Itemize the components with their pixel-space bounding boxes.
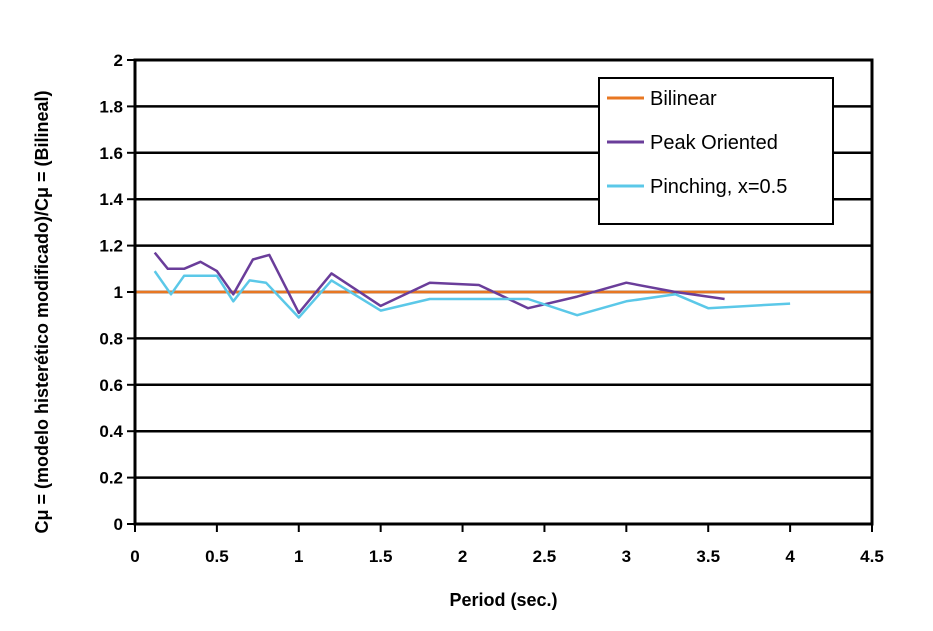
x-tick-label: 2.5 [533,547,557,566]
y-tick-label: 0.4 [99,422,123,441]
y-tick-label: 0.8 [99,329,123,348]
legend: Bilinear Peak Oriented Pinching, x=0.5 [598,77,834,225]
y-tick-label: 1.4 [99,190,123,209]
x-tick-label: 1.5 [369,547,393,566]
x-axis-title: Period (sec.) [449,590,557,610]
legend-box [598,77,834,225]
x-tick-label: 3.5 [696,547,720,566]
x-tick-label: 1 [294,547,303,566]
tick-labels: 0 0.2 0.4 0.6 0.8 1 1.2 1.4 1.6 1.8 2 0 0.5 1 1.5 2 2.5 3… [99,51,883,566]
y-tick-label: 1.8 [99,97,123,116]
x-tick-label: 0.5 [205,547,229,566]
x-tick-label: 4.5 [860,547,884,566]
legend-label-bilinear: Bilinear [650,88,717,110]
y-tick-label: 0.6 [99,376,123,395]
y-tick-label: 2 [114,51,123,70]
legend-label-pinching-x-0-5: Pinching, x=0.5 [650,176,787,198]
y-axis-title: Cμ = (modelo histerético modificado)/Cμ … [32,90,52,533]
y-tick-label: 1 [114,283,123,302]
y-tick-label: 1.2 [99,237,123,256]
axis-ticks [127,59,873,532]
x-tick-label: 0 [130,547,139,566]
x-tick-label: 3 [622,547,631,566]
y-tick-label: 0 [114,515,123,534]
series-line-peak-oriented [153,251,725,315]
y-tick-label: 1.6 [99,144,123,163]
legend-label-peak-oriented: Peak Oriented [650,132,778,154]
series-line-pinching-x-0-5 [153,270,791,319]
series-layer [153,251,791,319]
x-tick-label: 4 [785,547,795,566]
y-tick-label: 0.2 [99,469,123,488]
x-tick-label: 2 [458,547,467,566]
